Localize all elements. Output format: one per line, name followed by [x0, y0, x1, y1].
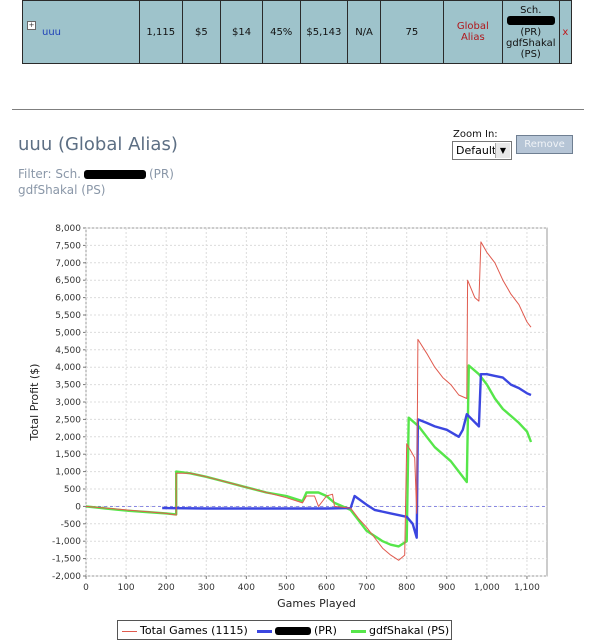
- y-tick-label: 7,500: [55, 241, 81, 251]
- redacted-name: [275, 627, 311, 635]
- legend-swatch: [257, 629, 272, 633]
- y-tick-label: -2,000: [52, 572, 81, 582]
- y-tick-label: -500: [61, 520, 82, 530]
- remove-alias-link[interactable]: x: [558, 0, 573, 64]
- plus-box-icon[interactable]: +: [27, 20, 36, 30]
- stat-cell: N/A: [347, 0, 381, 64]
- y-tick-label: 4,000: [55, 363, 81, 373]
- filter-ps: gdfShakal (PS): [18, 183, 106, 197]
- y-tick-label: 1,500: [55, 450, 81, 460]
- filter-text: Filter: Sch. (PR) gdfShakal (PS): [18, 166, 174, 198]
- stat-cell: 75: [379, 0, 444, 64]
- alias-name-link[interactable]: uuu: [42, 26, 62, 38]
- alias-type-cell: Global Alias: [442, 0, 503, 64]
- x-tick-label: 1,100: [514, 583, 540, 593]
- x-tick-label: 400: [238, 583, 255, 593]
- page-title: uuu (Global Alias): [18, 134, 178, 155]
- redacted-name: [506, 16, 555, 25]
- x-tick-label: 800: [398, 583, 415, 593]
- x-tick-label: 200: [158, 583, 175, 593]
- y-tick-label: 5,000: [55, 328, 81, 338]
- y-tick-label: 4,500: [55, 346, 81, 356]
- y-tick-label: 2,500: [55, 415, 81, 425]
- legend-label: (PR): [314, 624, 337, 637]
- filter-prefix: Filter: Sch.: [18, 167, 81, 181]
- y-tick-label: 0: [75, 502, 81, 512]
- filter-pr-suffix: (PR): [149, 167, 174, 181]
- zoom-select[interactable]: Default ▼: [452, 141, 512, 160]
- legend-label: gdfShakal (PS): [369, 624, 450, 637]
- y-tick-label: 2,000: [55, 433, 81, 443]
- stat-cell: $5: [181, 0, 222, 64]
- y-tick-label: 6,500: [55, 276, 81, 286]
- stat-cell: 45%: [261, 0, 301, 64]
- x-tick-label: 1,000: [474, 583, 500, 593]
- legend-swatch: [122, 630, 137, 632]
- zoom-selected-value: Default: [456, 144, 497, 157]
- member-line: (PS): [520, 48, 541, 60]
- legend-swatch: [351, 629, 366, 633]
- profit-cell: $5,143: [299, 0, 349, 64]
- x-tick-label: 100: [117, 583, 134, 593]
- y-tick-label: 500: [64, 485, 81, 495]
- x-axis-title: Games Played: [277, 597, 356, 610]
- legend-item-pr: (PR): [257, 624, 337, 637]
- member-line: Sch.: [520, 4, 542, 16]
- y-tick-label: 5,500: [55, 311, 81, 321]
- legend-item-total: Total Games (1115): [122, 624, 248, 637]
- section-divider: [12, 109, 584, 110]
- redacted-name: [84, 170, 146, 179]
- x-tick-label: 700: [358, 583, 375, 593]
- x-tick-label: 0: [83, 583, 89, 593]
- x-tick-label: 900: [438, 583, 455, 593]
- y-tick-label: 6,000: [55, 294, 81, 304]
- legend-label: Total Games (1115): [140, 624, 248, 637]
- games-cell: 1,115: [138, 0, 183, 64]
- legend-item-ps: gdfShakal (PS): [351, 624, 449, 637]
- member-line: gdfShakal: [505, 37, 556, 49]
- alias-summary-table: + uuu 1,115 $5 $14 45% $5,143 N/A 75 Glob…: [22, 0, 573, 64]
- x-tick-label: 600: [318, 583, 335, 593]
- y-tick-label: 1,000: [55, 468, 81, 478]
- x-tick-label: 500: [278, 583, 295, 593]
- alias-name-cell: + uuu: [22, 0, 140, 64]
- y-tick-label: 3,000: [55, 398, 81, 408]
- y-tick-label: 8,000: [55, 224, 81, 234]
- table-row: + uuu 1,115 $5 $14 45% $5,143 N/A 75 Glob…: [22, 0, 573, 64]
- members-cell: Sch. (PR) gdfShakal (PS): [501, 0, 560, 64]
- chart-legend: Total Games (1115) (PR) gdfShakal (PS): [117, 620, 452, 640]
- zoom-label: Zoom In:: [453, 129, 498, 140]
- y-axis-title: Total Profit ($): [28, 364, 41, 442]
- stat-cell: $14: [220, 0, 263, 64]
- y-tick-label: -1,000: [52, 537, 81, 547]
- series-total-games-line: [85, 241, 532, 561]
- y-tick-label: 3,500: [55, 381, 81, 391]
- member-line: (PR): [520, 26, 542, 38]
- profit-chart: -2,000 -1,500 -1,000 -500 0 500 1,000 1,500 2,00…: [28, 224, 548, 610]
- chevron-down-icon[interactable]: ▼: [495, 143, 510, 158]
- x-tick-label: 300: [198, 583, 215, 593]
- remove-button[interactable]: Remove: [516, 135, 573, 154]
- series-pr-line: [162, 372, 532, 539]
- y-tick-label: 7,000: [55, 259, 81, 269]
- y-tick-label: -1,500: [52, 555, 81, 565]
